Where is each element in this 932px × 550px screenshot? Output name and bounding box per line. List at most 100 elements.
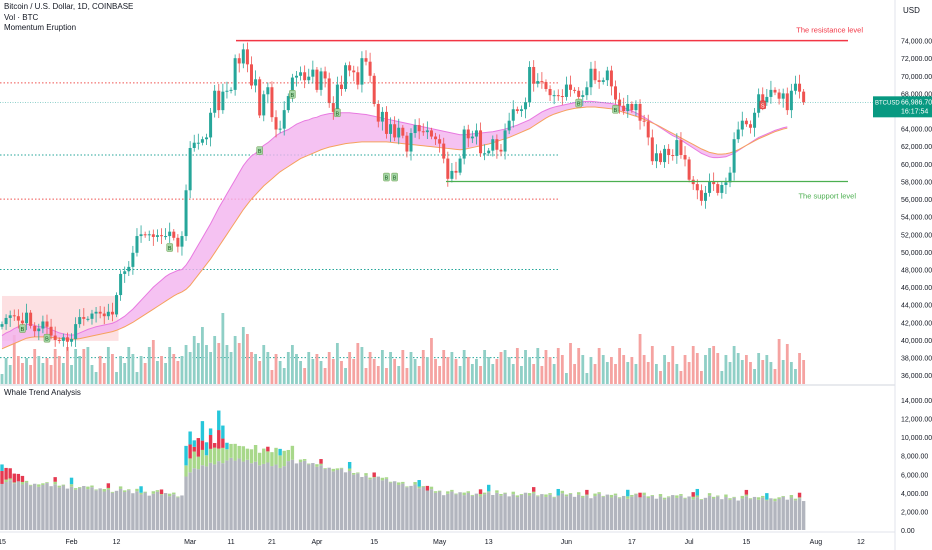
volume-bar xyxy=(773,369,777,384)
whale-bar xyxy=(515,497,520,530)
whale-bar xyxy=(4,482,8,530)
candle-body xyxy=(552,95,556,97)
candle-body xyxy=(303,72,307,81)
whale-bar xyxy=(601,495,605,497)
whale-bar xyxy=(290,459,295,530)
whale-bar xyxy=(143,492,147,530)
whale-bar xyxy=(118,486,123,489)
signal-marker[interactable] xyxy=(759,100,766,110)
volume-bar xyxy=(57,356,61,384)
whale-bar xyxy=(172,494,176,530)
signal-marker[interactable] xyxy=(612,105,619,114)
candle-body xyxy=(147,234,151,236)
whale-bar xyxy=(752,496,757,530)
whale-bar xyxy=(155,491,160,530)
signal-marker[interactable] xyxy=(43,334,51,343)
signal-marker[interactable] xyxy=(256,146,263,155)
candle-body xyxy=(205,137,208,140)
whale-bar xyxy=(384,477,389,479)
signal-marker[interactable] xyxy=(166,243,173,252)
candle-body xyxy=(785,93,789,111)
volume-bar xyxy=(581,355,585,384)
volume-bar xyxy=(172,354,176,384)
whale-bar xyxy=(597,493,601,530)
whale-bar xyxy=(507,496,511,530)
whale-bar xyxy=(409,485,413,530)
volume-bar xyxy=(573,364,576,384)
symbol-title[interactable]: Bitcoin / U.S. Dollar, 1D, COINBASE xyxy=(4,2,134,11)
volume-bar xyxy=(442,350,446,384)
volume-bar xyxy=(401,350,405,384)
price-tick-label: 50,000.00 xyxy=(901,250,932,257)
signal-marker-label: B xyxy=(45,337,49,343)
price-tick-label: 68,000.00 xyxy=(901,91,932,98)
whale-bar xyxy=(0,483,4,530)
whale-bar xyxy=(372,477,376,530)
volume-bar xyxy=(565,373,568,384)
candle-body xyxy=(217,90,221,111)
candle-body xyxy=(233,58,237,90)
signal-marker-label: S xyxy=(761,103,765,109)
volume-bar xyxy=(348,352,352,384)
signal-marker[interactable] xyxy=(19,324,26,333)
whale-bar xyxy=(495,492,499,530)
candle-body xyxy=(511,109,515,121)
whale-bar xyxy=(401,481,405,484)
time-tick-label: 12 xyxy=(857,539,865,546)
whale-bar xyxy=(707,495,712,530)
candle-body xyxy=(78,317,82,325)
whale-bar xyxy=(184,476,188,530)
volume-bar xyxy=(659,371,662,384)
whale-bar xyxy=(172,492,176,495)
signal-marker-label: B xyxy=(336,111,340,117)
price-tick-label: 70,000.00 xyxy=(901,74,932,81)
whale-bar xyxy=(482,492,487,495)
signal-marker[interactable] xyxy=(334,108,341,117)
whale-bar xyxy=(53,477,57,482)
whale-bar xyxy=(327,467,331,530)
whale-bar xyxy=(515,495,520,498)
whale-bar xyxy=(102,491,106,530)
volume-bar xyxy=(438,366,442,384)
signal-marker[interactable] xyxy=(575,98,582,108)
price-tag-box[interactable] xyxy=(873,96,932,118)
whale-bar xyxy=(801,501,806,530)
time-tick-label: 13 xyxy=(485,539,493,546)
time-tick-label: 15 xyxy=(742,539,750,546)
volume-bar xyxy=(749,362,752,384)
volume-bar xyxy=(106,347,110,384)
signal-marker[interactable] xyxy=(289,90,296,99)
time-tick-label: Mar xyxy=(184,539,197,546)
whale-bar xyxy=(626,489,630,497)
whale-bar xyxy=(335,468,340,471)
whale-tick-label: 0.00 xyxy=(901,528,915,535)
whale-bar xyxy=(777,498,781,530)
whale-bar xyxy=(765,500,769,530)
volume-indicator-label[interactable]: Vol · BTC xyxy=(4,13,39,22)
whale-bar xyxy=(290,445,295,460)
candle-body xyxy=(74,324,78,340)
whale-bar xyxy=(57,487,61,530)
time-tick-label: 12 xyxy=(113,539,121,546)
lower-pane-title[interactable]: Whale Trend Analysis xyxy=(4,388,81,397)
candle-body xyxy=(82,317,86,319)
candle-body xyxy=(663,148,667,163)
whale-bar xyxy=(466,492,470,530)
whale-bar xyxy=(540,494,544,530)
candle-body xyxy=(491,139,495,151)
whale-bar xyxy=(609,494,614,498)
price-tick-label: 38,000.00 xyxy=(901,356,932,363)
signal-marker[interactable] xyxy=(383,172,390,182)
candle-body xyxy=(728,172,732,183)
whale-bar xyxy=(78,487,82,530)
whale-bar xyxy=(662,497,667,500)
candle-body xyxy=(450,170,454,179)
whale-bar xyxy=(163,493,168,530)
whale-bar xyxy=(212,464,217,530)
signal-marker[interactable] xyxy=(391,172,398,182)
momentum-indicator-label[interactable]: Momentum Eruption xyxy=(4,23,77,32)
whale-bar xyxy=(433,491,438,493)
whale-bar xyxy=(94,490,98,530)
whale-bar xyxy=(331,468,335,472)
